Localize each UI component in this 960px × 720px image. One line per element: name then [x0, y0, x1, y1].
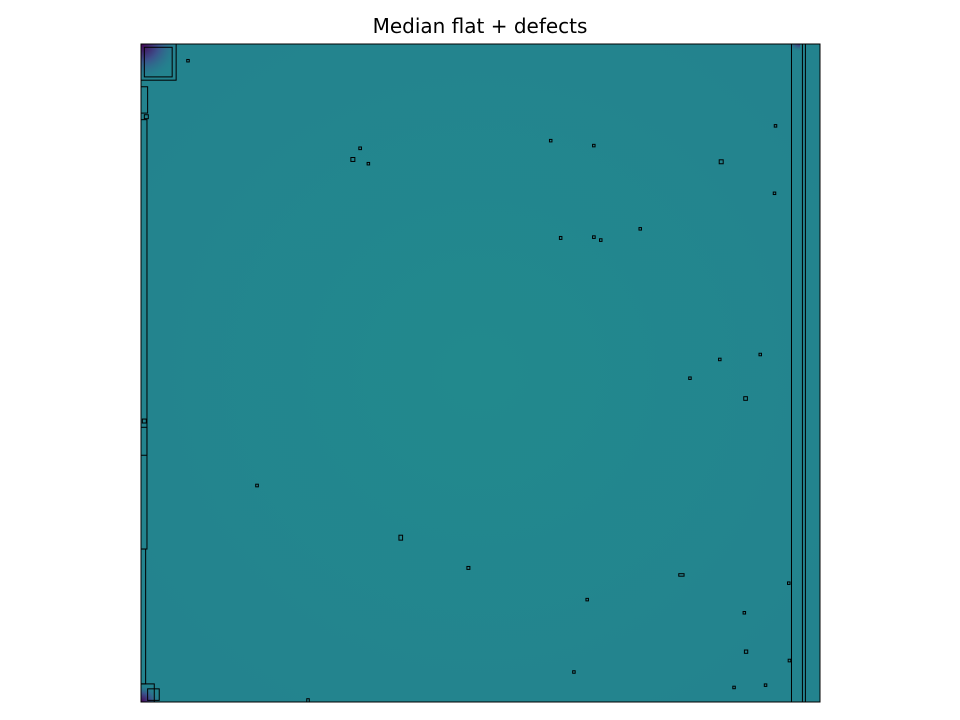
- flat-center-glow: [141, 44, 820, 702]
- vignette-bottom-left: [141, 684, 161, 702]
- defect-box: [358, 146, 362, 151]
- defect-box: [143, 114, 149, 120]
- defect-box: [592, 235, 596, 239]
- vignette-top-left: [141, 44, 181, 82]
- defect-box: [742, 611, 747, 615]
- vignette-top-right: [786, 44, 800, 52]
- defect-box: [718, 357, 722, 362]
- chart-title: Median flat + defects: [372, 14, 588, 38]
- defect-box: [787, 658, 792, 663]
- defect-box: [773, 124, 778, 128]
- defect-box: [599, 238, 603, 242]
- defect-box: [787, 581, 791, 585]
- defect-box: [572, 670, 576, 674]
- defect-box: [585, 597, 589, 602]
- defect-box: [143, 46, 173, 78]
- defect-box: [688, 376, 692, 380]
- defect-box: [732, 685, 736, 690]
- defect-box: [147, 688, 160, 701]
- defect-box: [466, 565, 471, 570]
- defect-box: [350, 157, 356, 162]
- defect-box: [743, 396, 748, 401]
- defect-box: [548, 138, 553, 143]
- defect-box: [763, 683, 768, 687]
- defect-box: [743, 649, 749, 654]
- defect-box: [558, 235, 563, 240]
- defect-box: [141, 418, 147, 424]
- defect-box: [678, 573, 685, 577]
- defect-box: [638, 227, 642, 231]
- defect-box: [186, 58, 190, 63]
- defect-box: [718, 159, 724, 165]
- defect-box: [772, 191, 777, 196]
- defect-box: [366, 161, 371, 166]
- defect-box: [398, 534, 404, 541]
- defect-box: [592, 143, 596, 148]
- axes-frame: [140, 43, 821, 703]
- defect-box: [255, 483, 259, 488]
- defect-box: [758, 352, 762, 357]
- flat-image: [141, 44, 820, 702]
